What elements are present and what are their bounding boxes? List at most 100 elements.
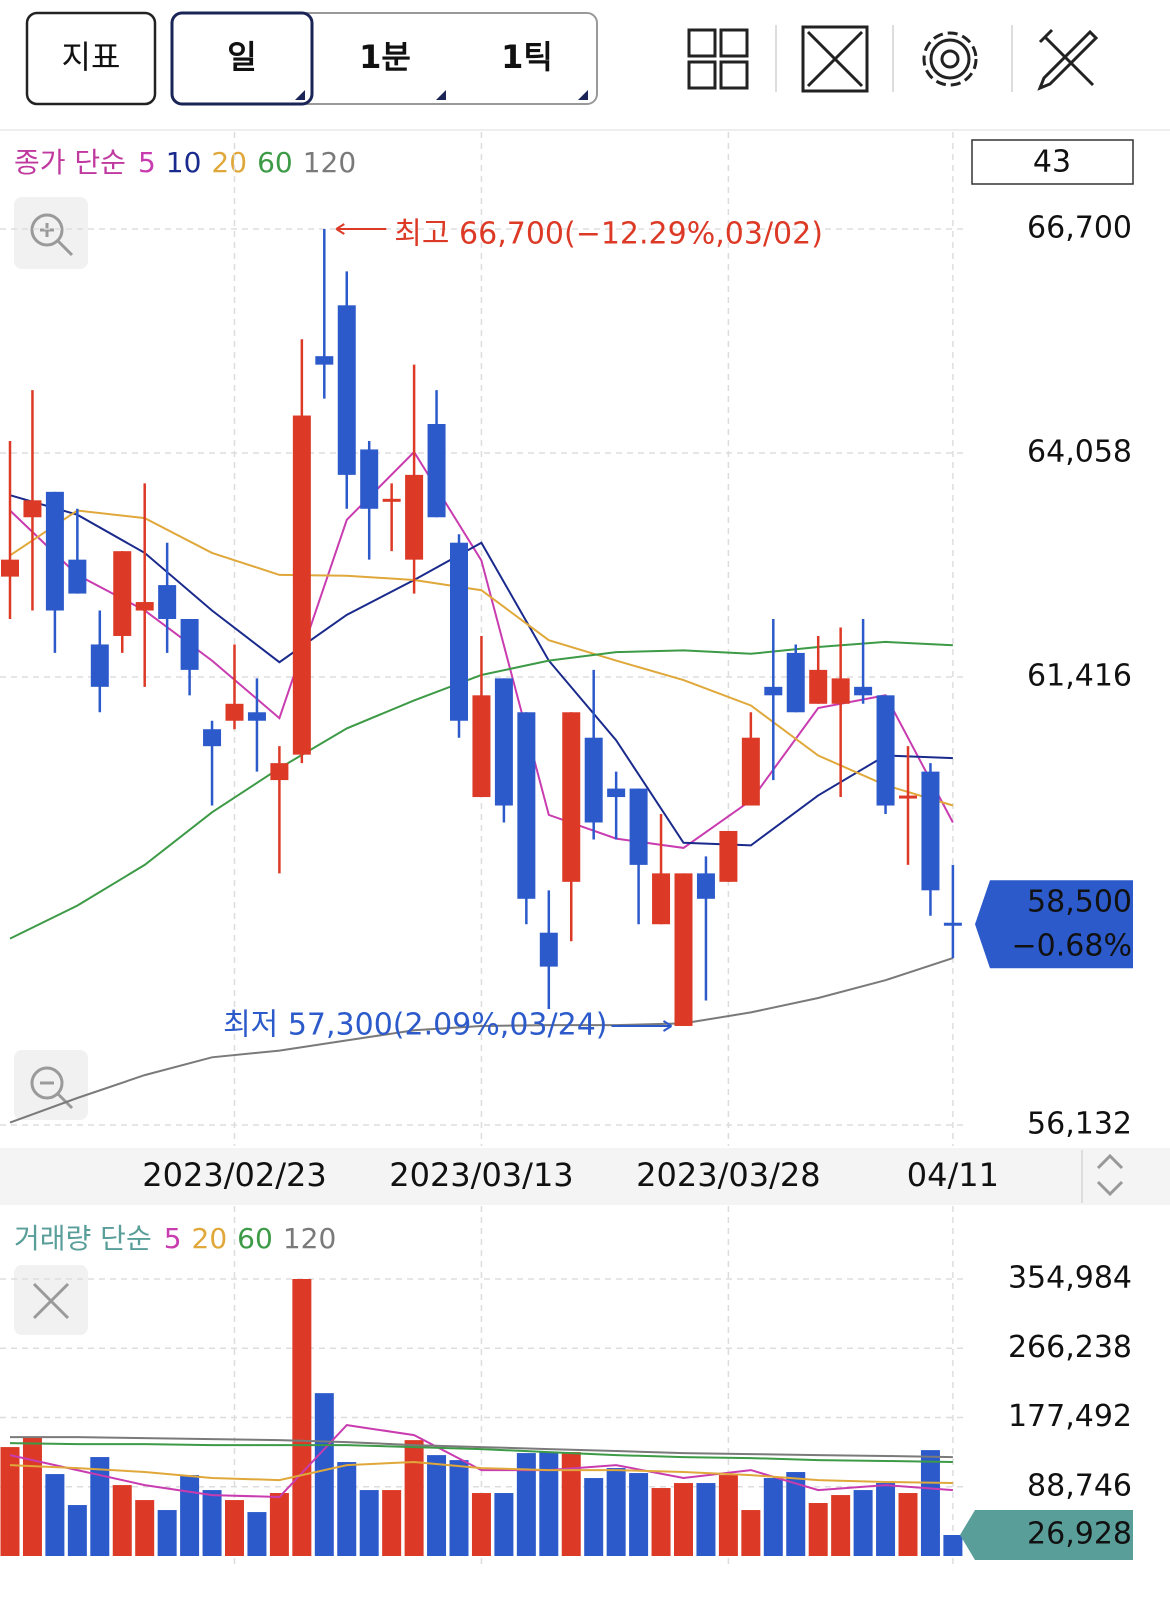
layout-icon[interactable] (687, 28, 749, 90)
annotation: 최고 66,700(−12.29%,03/02) (394, 217, 823, 252)
candle-body (247, 712, 266, 721)
y-tick-label: 266,238 (1008, 1330, 1132, 1365)
volume-bar (763, 1478, 783, 1556)
period-minute[interactable]: 1분 (359, 38, 411, 76)
legend-entry: 20 (211, 146, 247, 179)
volume-bar (516, 1453, 536, 1556)
volume-bar (225, 1500, 244, 1556)
settings-icon[interactable] (922, 31, 978, 87)
candle-body (607, 788, 626, 798)
volume-bar (808, 1503, 828, 1556)
volume-bar (853, 1490, 873, 1556)
volume-bar (718, 1475, 738, 1556)
current-volume: 26,928 (1027, 1516, 1132, 1551)
candle-body (876, 695, 895, 806)
volume-bar (0, 1447, 20, 1556)
dropdown-marks (295, 90, 588, 100)
annotation-arrow (611, 1020, 673, 1032)
candle-body (23, 500, 42, 518)
y-tick-label: 61,416 (1027, 659, 1132, 694)
candle-body (337, 305, 356, 475)
volume-bar (135, 1500, 155, 1556)
legend-entry: 120 (303, 146, 356, 179)
candle-body (360, 449, 379, 509)
volume-bar (943, 1534, 963, 1556)
volume-bar (427, 1455, 447, 1556)
indicator-button[interactable] (25, 11, 157, 106)
volume-bar (22, 1437, 42, 1556)
y-tick-label: 64,058 (1027, 435, 1132, 470)
moving-average-line (9, 957, 954, 1124)
volume-bar (359, 1490, 379, 1556)
candle-body (292, 415, 311, 755)
candle-body (405, 474, 424, 560)
count: 43 (1033, 145, 1071, 180)
volume-bar (45, 1474, 65, 1556)
volume-bar (629, 1473, 649, 1556)
moving-average-line (10, 1436, 953, 1459)
candle-body (225, 703, 244, 721)
moving-average-line (9, 1442, 953, 1463)
volume-bar (67, 1505, 87, 1556)
candle-body (270, 763, 289, 781)
volume-bar (741, 1510, 761, 1556)
y-tick-label: 66,700 (1027, 211, 1132, 246)
candle-body (517, 712, 536, 899)
period-selected[interactable] (170, 11, 314, 106)
legend-entry: 60 (237, 1222, 273, 1255)
volume-bar (269, 1493, 289, 1556)
volume-bar (180, 1475, 200, 1556)
period-tick[interactable]: 1틱 (501, 38, 553, 76)
candle-body (652, 873, 671, 925)
candle-body (1, 559, 19, 577)
candle-body (741, 737, 760, 806)
candle-body (203, 729, 222, 747)
period-day[interactable]: 일 (227, 38, 256, 76)
candle-body (696, 873, 715, 899)
current-volume-box (960, 1509, 1133, 1560)
candle-body (427, 424, 446, 518)
legend-entry: 120 (283, 1222, 336, 1255)
current-price-box (975, 880, 1133, 969)
candle-body (921, 771, 940, 891)
zoom-in-button[interactable] (14, 197, 88, 269)
legend-title: 종가 단순 (14, 146, 126, 179)
candle-body (90, 644, 109, 687)
candle-body (584, 737, 603, 823)
volume-bar (561, 1452, 581, 1556)
count-box (971, 139, 1134, 185)
volume-bar (382, 1490, 402, 1556)
legend-title: 거래량 단순 (14, 1222, 152, 1255)
candle-body (472, 695, 491, 798)
plot-layer: 종가 단순 5 10 20 60 120 66,700 64,058 61,416 56,132 2… (0, 132, 1133, 1566)
candle-body (494, 678, 513, 806)
candle-body (786, 652, 805, 713)
volume-bar (584, 1478, 604, 1556)
candle-body (629, 788, 648, 865)
volume-bar (696, 1483, 716, 1556)
y-tick-label: 56,132 (1027, 1107, 1132, 1142)
candle-body (854, 686, 873, 696)
volume-bar (539, 1452, 559, 1556)
y-tick-label: 177,492 (1008, 1399, 1132, 1434)
fullscreen-icon[interactable] (801, 25, 869, 93)
legend-entry: 10 (166, 146, 202, 179)
date-axis-band (0, 1148, 1170, 1205)
volume-bar (314, 1393, 334, 1556)
candle-body (113, 551, 132, 636)
candle-body (562, 712, 581, 882)
volume-bar (292, 1279, 312, 1556)
tools-icon[interactable] (1037, 28, 1099, 91)
volume-bar (651, 1488, 671, 1556)
zoom-out-button[interactable] (14, 1050, 88, 1120)
y-tick-label: 354,984 (1008, 1261, 1132, 1296)
x-tick-label: 2023/03/13 (389, 1156, 573, 1194)
volume-bar (449, 1460, 469, 1556)
volume-bar (831, 1495, 851, 1556)
legend-entry: 20 (192, 1222, 228, 1255)
candle-body (45, 491, 64, 611)
close-icon (32, 1282, 70, 1320)
scroll-arrows[interactable] (1096, 1153, 1124, 1197)
